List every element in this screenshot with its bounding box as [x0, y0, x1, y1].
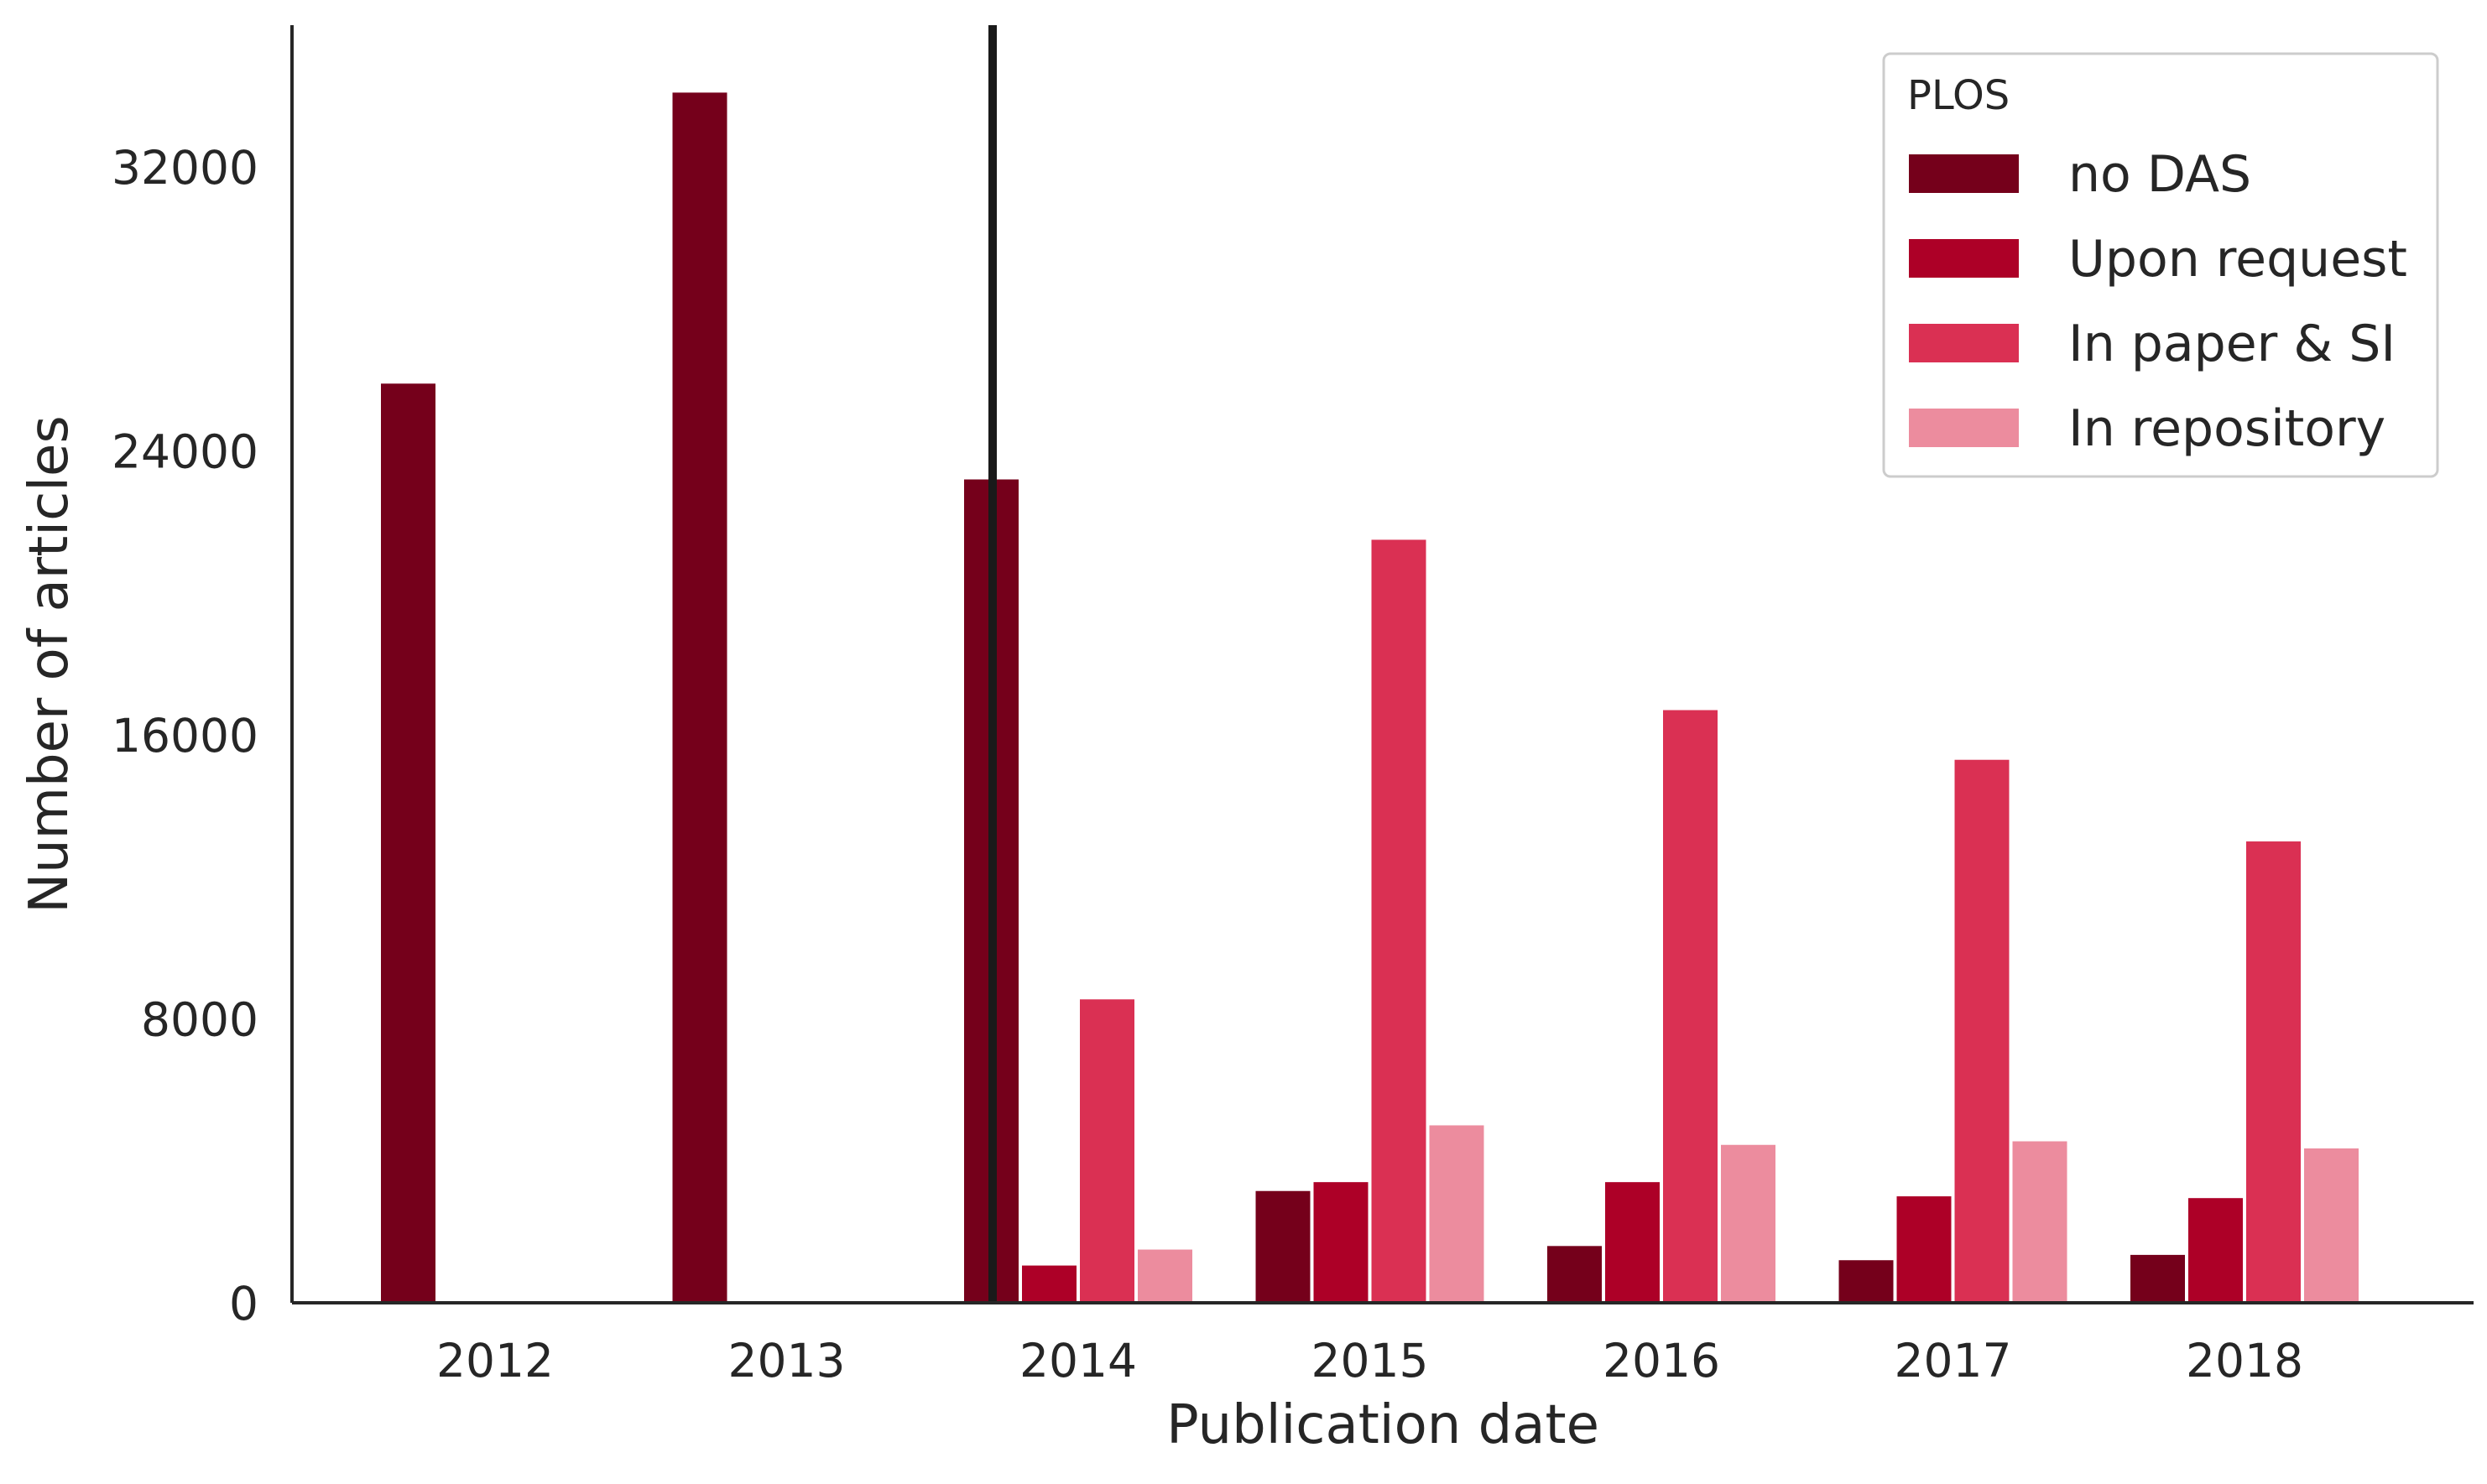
legend-swatch-no-das: [1909, 154, 2019, 193]
y-tick-label: 16000: [112, 709, 258, 763]
y-tick-label: 24000: [112, 425, 258, 479]
bar-upon-request-2015: [1313, 1182, 1369, 1303]
bar-upon-request-2014: [1022, 1265, 1077, 1303]
y-tick-label: 0: [229, 1277, 258, 1330]
bar-in-repository-2018: [2304, 1148, 2359, 1303]
x-tick-label: 2018: [2186, 1334, 2303, 1388]
y-tick-label: 32000: [112, 141, 258, 195]
ticks-layer: 0 8000 16000 24000 32000 2012 2013 2014 2015 2016…: [112, 141, 2303, 1388]
bar-in-paper-si-2017: [1954, 759, 2010, 1303]
x-axis-title: Publication date: [1166, 1394, 1599, 1456]
legend-label: Upon request: [2068, 230, 2407, 289]
x-tick-label: 2012: [436, 1334, 554, 1388]
bar-upon-request-2018: [2188, 1198, 2243, 1303]
y-tick-label: 8000: [141, 993, 258, 1047]
bar-in-repository-2016: [1721, 1144, 1775, 1303]
bar-in-paper-si-2016: [1663, 710, 1718, 1303]
bar-no-das-2015: [1255, 1190, 1311, 1303]
bar-upon-request-2016: [1605, 1182, 1660, 1303]
x-tick-label: 2017: [1895, 1334, 2012, 1388]
bar-in-paper-si-2014: [1080, 999, 1134, 1303]
legend-label: no DAS: [2068, 145, 2251, 204]
bar-upon-request-2017: [1896, 1196, 1952, 1303]
legend-swatch-upon-request: [1909, 239, 2019, 278]
bar-in-repository-2015: [1429, 1125, 1484, 1303]
x-tick-label: 2015: [1311, 1334, 1429, 1388]
bar-in-repository-2014: [1138, 1249, 1192, 1303]
x-tick-label: 2013: [728, 1334, 846, 1388]
y-axis-title: Number of articles: [18, 415, 81, 914]
legend: PLOS no DAS Upon request In paper & SI In r…: [1882, 52, 2439, 478]
bar-in-paper-si-2015: [1371, 539, 1426, 1303]
legend-swatch-in-paper-si: [1909, 324, 2019, 362]
bar-in-repository-2017: [2012, 1141, 2067, 1303]
bar-no-das-2018: [2130, 1254, 2185, 1303]
legend-box: [1882, 52, 2439, 478]
bar-no-das-2012: [381, 383, 435, 1303]
bar-in-paper-si-2018: [2246, 841, 2301, 1303]
legend-title: PLOS: [1907, 72, 2010, 119]
bar-no-das-2016: [1547, 1246, 1602, 1303]
x-tick-label: 2016: [1603, 1334, 1720, 1388]
legend-label: In paper & SI: [2068, 315, 2396, 373]
legend-label: In repository: [2068, 399, 2385, 458]
bars-layer: [381, 92, 2359, 1303]
bar-no-das-2017: [1838, 1260, 1894, 1303]
legend-swatch-in-repository: [1909, 409, 2019, 447]
bar-no-das-2013: [672, 92, 727, 1303]
x-tick-label: 2014: [1019, 1334, 1137, 1388]
axes-layer: [290, 25, 2474, 1304]
